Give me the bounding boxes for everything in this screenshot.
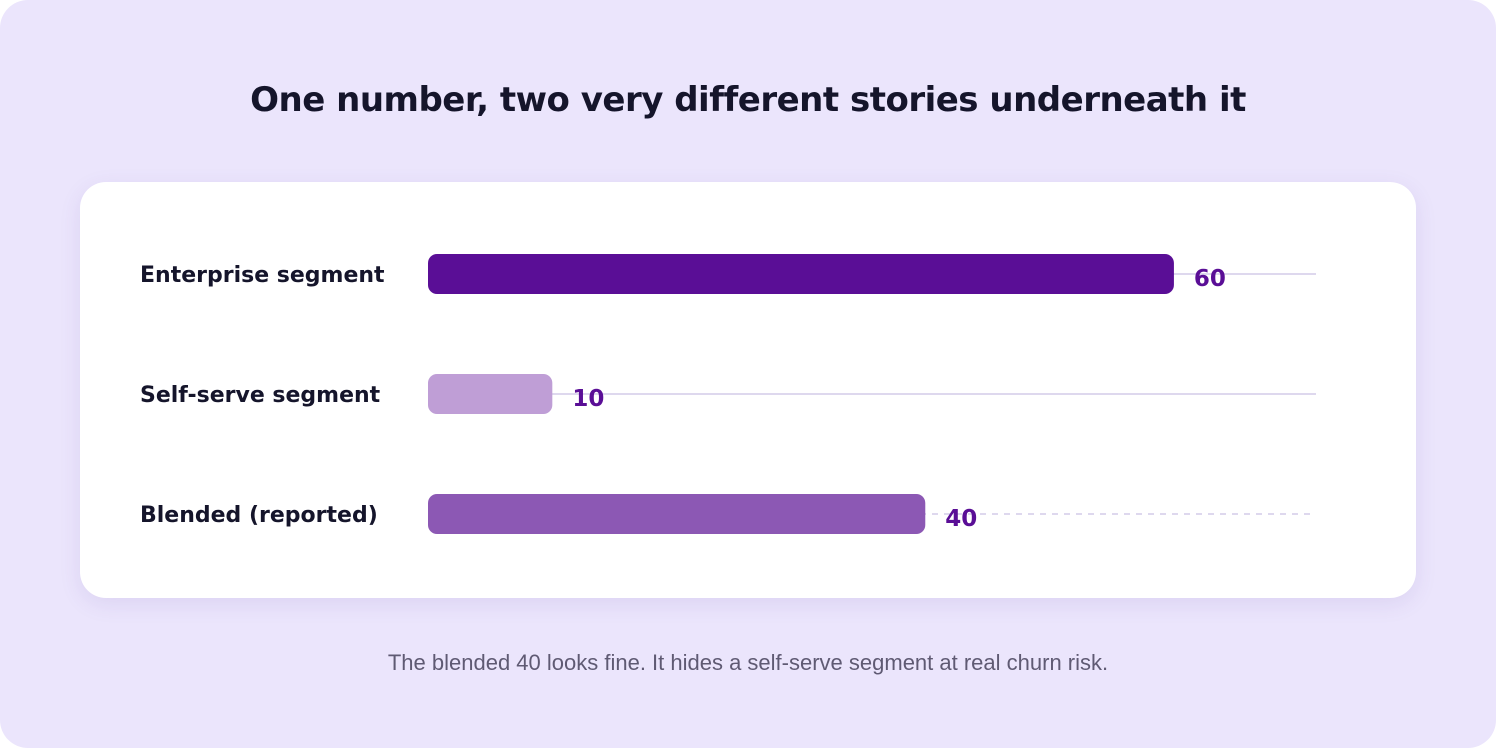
category-label-self-serve-segment: Self-serve segment xyxy=(140,383,381,408)
bar-self-serve-segment xyxy=(428,374,553,414)
category-label-blended-reported: Blended (reported) xyxy=(140,503,378,528)
value-label-blended-reported: 40 xyxy=(945,506,977,532)
bar-blended-reported xyxy=(428,494,926,534)
bar-chart: Enterprise segment 60 Self-serve segment 10… xyxy=(140,254,1316,534)
value-label-self-serve-segment: 10 xyxy=(572,386,604,412)
category-label-enterprise-segment: Enterprise segment xyxy=(140,263,385,288)
value-label-enterprise-segment: 60 xyxy=(1194,266,1226,292)
bar-enterprise-segment xyxy=(428,254,1174,294)
chart-caption: The blended 40 looks fine. It hides a se… xyxy=(387,650,1109,675)
chart-card: Enterprise segment 60 Self-serve segment 10… xyxy=(80,182,1416,598)
chart-title: One number, two very different stories u… xyxy=(250,80,1246,120)
